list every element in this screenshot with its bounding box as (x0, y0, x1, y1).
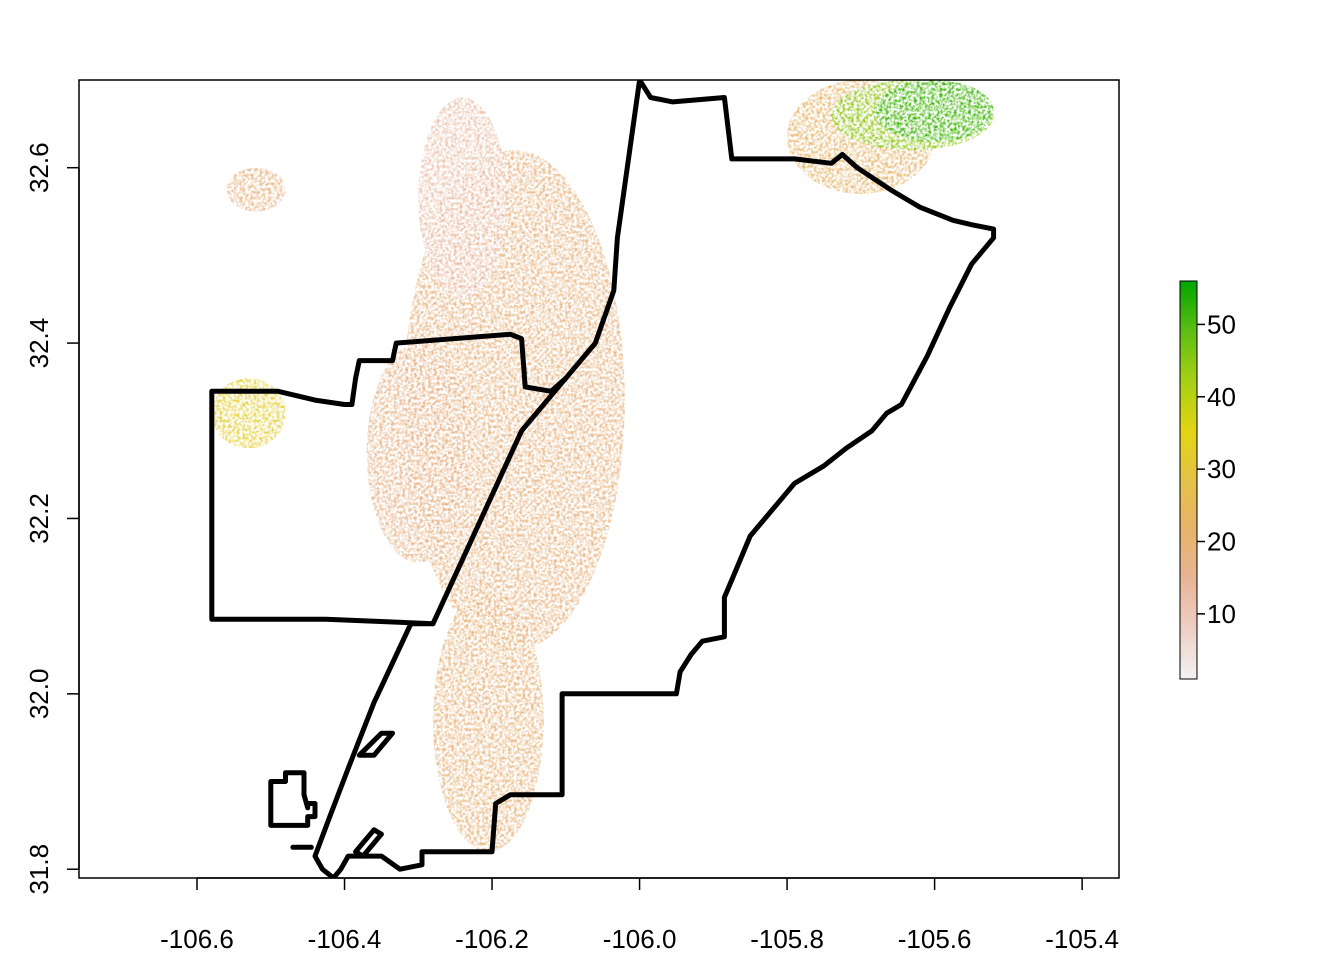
raster-zone-2 (366, 343, 470, 563)
legend-tick-label: 20 (1207, 527, 1236, 557)
y-tick-label: 32.6 (24, 142, 54, 193)
legend-tick-label: 10 (1207, 599, 1236, 629)
x-tick-label: -105.8 (750, 924, 824, 954)
raster-layer (211, 80, 994, 852)
raster-zone-8 (875, 80, 994, 142)
x-axis: -106.6 -106.4 -106.2 -106.0 -105.8 -105.6 -105… (160, 877, 1119, 954)
x-tick-label: -106.0 (603, 924, 677, 954)
boundary-ring-4 (353, 827, 384, 859)
x-tick-label: -105.6 (898, 924, 972, 954)
x-tick-label: -106.2 (455, 924, 529, 954)
legend-color-bar (1179, 280, 1198, 680)
raster-zone-5 (226, 167, 286, 212)
y-tick-label: 32.0 (24, 669, 54, 720)
x-tick-label: -106.6 (160, 924, 234, 954)
y-tick-label: 31.8 (24, 844, 54, 895)
x-tick-label: -105.4 (1045, 924, 1119, 954)
boundary-ring-3 (356, 730, 395, 758)
y-tick-label: 32.2 (24, 493, 54, 544)
boundary-layer (209, 80, 997, 878)
color-legend: 10 20 30 40 50 (1179, 280, 1236, 680)
boundary-ring-2 (268, 770, 318, 828)
legend-tick-label: 40 (1207, 382, 1236, 412)
y-tick-label: 32.4 (24, 318, 54, 369)
legend-tick-label: 30 (1207, 454, 1236, 484)
legend-tick-label: 50 (1207, 309, 1236, 339)
y-axis: 31.8 32.0 32.2 32.4 32.6 (24, 142, 80, 895)
raster-zone-4 (211, 378, 286, 449)
raster-zone-3 (418, 97, 507, 300)
boundary-line-1 (430, 375, 569, 627)
x-tick-label: -106.4 (308, 924, 382, 954)
raster-zone-1 (433, 588, 544, 852)
